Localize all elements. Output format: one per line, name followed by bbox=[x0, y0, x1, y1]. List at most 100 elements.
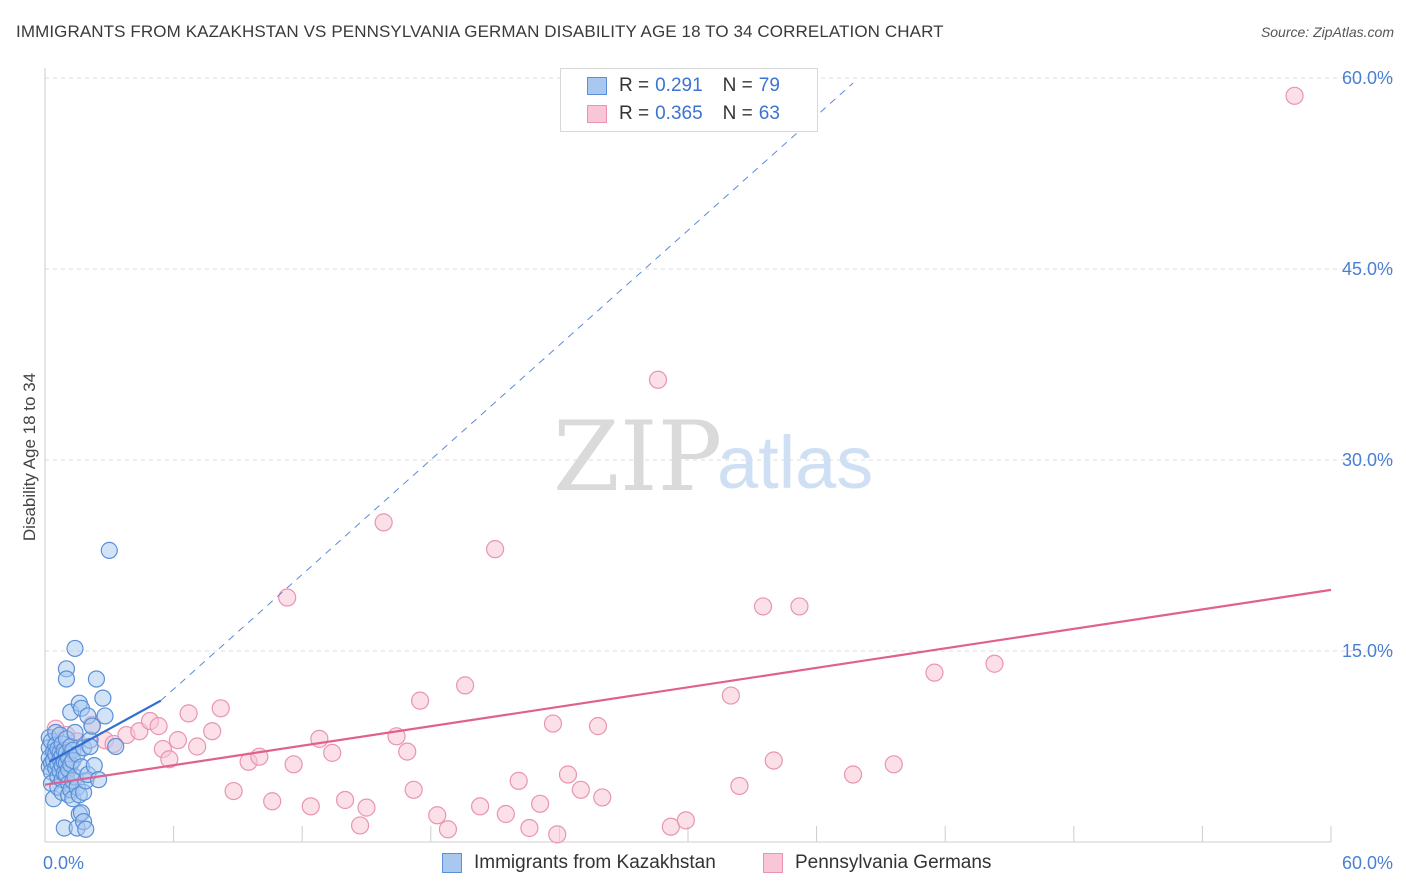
data-point-pennsylvania bbox=[301, 797, 320, 816]
data-point-pennsylvania bbox=[428, 806, 447, 825]
trendline-kazakhstan-extension bbox=[160, 82, 854, 702]
x-tick-label: 60.0% bbox=[1342, 853, 1393, 873]
tick-labels: 15.0% 30.0% 45.0% 60.0% 0.0% 60.0% bbox=[43, 68, 1393, 873]
data-point-pennsylvania bbox=[843, 765, 863, 784]
y-axis-label: Disability Age 18 to 34 bbox=[20, 373, 39, 541]
data-point-pennsylvania bbox=[925, 663, 944, 682]
trendline-pennsylvania bbox=[44, 588, 1332, 786]
legend-r-label: R = bbox=[619, 103, 650, 124]
data-point-pennsylvania bbox=[721, 686, 740, 705]
data-point-pennsylvania bbox=[168, 731, 187, 750]
data-point-pennsylvania bbox=[404, 780, 423, 799]
y-tick-label: 45.0% bbox=[1342, 259, 1393, 279]
data-point-kazakhstan bbox=[66, 723, 84, 742]
data-point-pennsylvania bbox=[753, 597, 773, 616]
data-point-pennsylvania bbox=[374, 513, 393, 532]
data-point-pennsylvania bbox=[179, 704, 198, 723]
legend-swatch-pink bbox=[587, 105, 607, 123]
source-credit: Source: ZipAtlas.com bbox=[1261, 24, 1394, 40]
legend-swatch-blue bbox=[587, 77, 607, 95]
source-label: Source: bbox=[1260, 24, 1314, 40]
data-point-kazakhstan bbox=[66, 639, 84, 658]
data-point-kazakhstan bbox=[96, 707, 114, 725]
data-point-pennsylvania bbox=[203, 722, 222, 741]
legend-item-pennsylvania[interactable]: Pennsylvania Germans bbox=[763, 852, 991, 874]
legend-r-value: 0.365 bbox=[655, 103, 703, 124]
y-tick-label: 60.0% bbox=[1342, 68, 1393, 88]
data-point-pennsylvania bbox=[884, 755, 903, 774]
kazakhstan-points bbox=[40, 541, 125, 838]
data-point-pennsylvania bbox=[323, 743, 342, 762]
trendline-kazakhstan bbox=[48, 699, 162, 763]
data-point-kazakhstan bbox=[87, 670, 106, 688]
legend-label-kazakhstan: Immigrants from Kazakhstan bbox=[474, 852, 716, 873]
data-point-pennsylvania bbox=[676, 811, 695, 830]
data-point-pennsylvania bbox=[985, 654, 1004, 673]
data-point-kazakhstan bbox=[81, 737, 99, 756]
data-point-pennsylvania bbox=[398, 742, 417, 761]
legend-n-label: N = bbox=[722, 75, 753, 96]
y-tick-label: 15.0% bbox=[1342, 641, 1393, 661]
legend-item-kazakhstan[interactable]: Immigrants from Kazakhstan bbox=[442, 852, 716, 874]
data-point-pennsylvania bbox=[1285, 86, 1304, 105]
legend-n-value: 79 bbox=[758, 75, 780, 96]
data-point-pennsylvania bbox=[470, 797, 490, 816]
data-point-pennsylvania bbox=[160, 750, 179, 769]
x-tick-label: 0.0% bbox=[43, 853, 84, 873]
trendlines bbox=[44, 82, 1332, 786]
legend-r-label: R = bbox=[619, 75, 650, 96]
y-tick-label: 30.0% bbox=[1342, 450, 1393, 470]
watermark-zip: ZIP bbox=[553, 401, 722, 513]
data-point-pennsylvania bbox=[593, 788, 612, 807]
data-point-kazakhstan bbox=[57, 670, 76, 688]
data-point-pennsylvania bbox=[211, 699, 230, 718]
data-point-pennsylvania bbox=[548, 825, 567, 844]
data-point-pennsylvania bbox=[455, 676, 475, 695]
data-point-pennsylvania bbox=[509, 771, 528, 790]
data-point-pennsylvania bbox=[571, 780, 590, 799]
data-point-pennsylvania bbox=[335, 790, 355, 810]
series-legend: Immigrants from Kazakhstan Pennsylvania … bbox=[0, 852, 1406, 878]
data-point-pennsylvania bbox=[790, 597, 809, 616]
data-point-pennsylvania bbox=[531, 794, 550, 813]
data-point-pennsylvania bbox=[149, 717, 168, 736]
data-point-pennsylvania bbox=[648, 370, 668, 389]
legend-n-label: N = bbox=[722, 103, 753, 124]
correlation-legend: R = 0.291 N = 79 R = 0.365 N = 63 bbox=[560, 68, 818, 132]
data-point-pennsylvania bbox=[224, 781, 243, 801]
data-point-kazakhstan bbox=[83, 717, 101, 735]
data-point-pennsylvania bbox=[496, 804, 515, 824]
chart-title: IMMIGRANTS FROM KAZAKHSTAN VS PENNSYLVAN… bbox=[16, 22, 944, 41]
data-point-pennsylvania bbox=[558, 765, 578, 784]
data-point-pennsylvania bbox=[278, 588, 297, 607]
source-link[interactable]: ZipAtlas.com bbox=[1313, 24, 1394, 40]
data-point-kazakhstan bbox=[94, 689, 112, 707]
legend-row-kazakhstan: R = 0.291 N = 79 bbox=[587, 74, 780, 98]
legend-n-value: 63 bbox=[758, 103, 780, 124]
data-point-pennsylvania bbox=[188, 737, 207, 756]
data-point-pennsylvania bbox=[661, 817, 680, 836]
data-point-pennsylvania bbox=[486, 540, 505, 559]
watermark-atlas: atlas bbox=[717, 421, 873, 504]
data-point-kazakhstan bbox=[100, 541, 118, 560]
data-point-pennsylvania bbox=[357, 798, 376, 817]
legend-r-value: 0.291 bbox=[655, 75, 703, 96]
legend-swatch-blue bbox=[442, 853, 462, 873]
data-point-kazakhstan bbox=[107, 737, 125, 756]
data-point-pennsylvania bbox=[284, 755, 303, 774]
data-point-pennsylvania bbox=[410, 691, 430, 710]
gridlines bbox=[45, 77, 1395, 652]
legend-label-pennsylvania: Pennsylvania Germans bbox=[795, 852, 992, 873]
data-point-kazakhstan bbox=[89, 771, 108, 789]
legend-row-pennsylvania: R = 0.365 N = 63 bbox=[587, 102, 780, 126]
data-point-pennsylvania bbox=[764, 751, 783, 770]
data-point-pennsylvania bbox=[730, 776, 749, 796]
watermark: ZIP atlas bbox=[553, 401, 873, 513]
data-point-pennsylvania bbox=[588, 717, 608, 736]
legend-swatch-pink bbox=[763, 853, 783, 873]
data-point-pennsylvania bbox=[543, 714, 563, 733]
data-point-pennsylvania bbox=[520, 818, 539, 838]
data-point-pennsylvania bbox=[263, 792, 282, 811]
data-point-pennsylvania bbox=[350, 816, 370, 835]
